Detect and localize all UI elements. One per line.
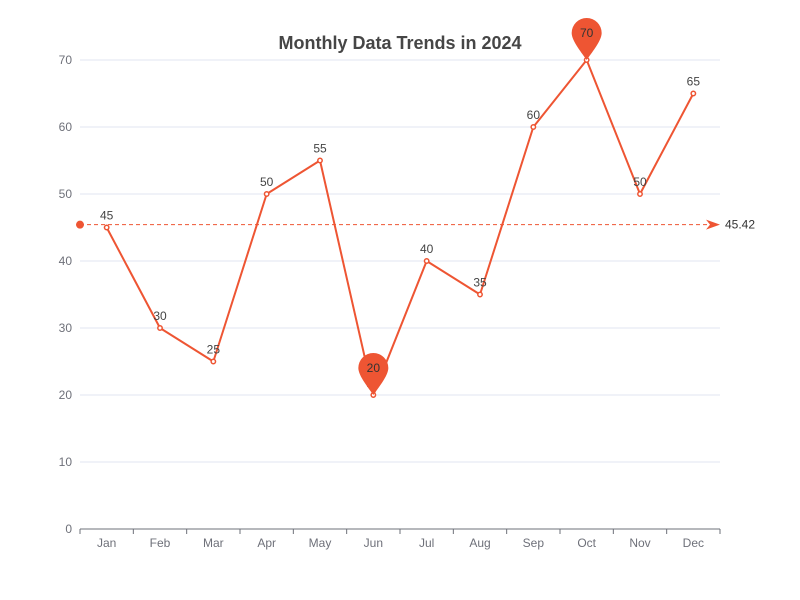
data-label: 30 (153, 309, 167, 323)
data-point (317, 157, 323, 164)
data-label: 60 (527, 108, 541, 122)
data-label: 50 (260, 175, 274, 189)
x-tick-label: Apr (257, 536, 276, 550)
average-line-start-symbol (76, 220, 84, 229)
x-tick-label: Dec (683, 536, 704, 550)
max-mark-point: 70 (571, 18, 602, 60)
x-tick-label: Mar (203, 536, 224, 550)
x-tick-label: Jan (97, 536, 116, 550)
data-point (690, 90, 697, 97)
x-tick-label: Jul (419, 536, 434, 550)
y-tick-label: 20 (59, 388, 73, 402)
data-point (423, 258, 430, 264)
average-line-label: 45.42 (725, 218, 755, 232)
data-point (210, 358, 217, 365)
y-tick-label: 60 (59, 120, 73, 134)
chart-title: Monthly Data Trends in 2024 (278, 33, 521, 53)
data-label: 40 (420, 242, 434, 256)
average-line-group: 45.42 (76, 218, 755, 232)
y-tick-label: 40 (59, 254, 73, 268)
min-mark-point: 20 (358, 353, 389, 395)
x-tick-label: Sep (523, 536, 545, 550)
data-label: 65 (687, 75, 701, 89)
data-label: 55 (313, 142, 327, 156)
y-tick-label: 0 (65, 522, 72, 536)
y-tick-label: 70 (59, 53, 73, 67)
data-label: 45 (100, 209, 114, 223)
min-mark-point-label: 20 (367, 361, 381, 375)
y-tick-label: 30 (59, 321, 73, 335)
average-line-arrow (706, 219, 720, 230)
data-label: 50 (633, 175, 647, 189)
y-tick-label: 10 (59, 455, 73, 469)
x-tick-label: Jun (364, 536, 383, 550)
data-point (157, 325, 163, 331)
y-tick-label: 50 (59, 187, 73, 201)
x-tick-label: Nov (629, 536, 650, 550)
data-label: 35 (473, 276, 487, 290)
data-point (637, 191, 643, 197)
axes: 0 10 20 30 40 50 60 70 Jan Feb Mar Apr May Jun Jul Aug S… (59, 53, 721, 550)
data-point (103, 224, 110, 231)
data-point (263, 191, 270, 197)
map-pin-icon (358, 353, 389, 395)
map-pin-icon (571, 18, 602, 60)
data-label: 25 (207, 343, 221, 357)
x-tick-label: Oct (577, 536, 596, 550)
series-group: 453025505520403560705065 (100, 41, 701, 398)
grid-lines (80, 59, 720, 463)
series-line (105, 59, 695, 396)
x-tick-label: May (309, 536, 332, 550)
x-tick-label: Aug (469, 536, 490, 550)
data-point (477, 291, 483, 298)
mark-points-group: 70 20 (358, 18, 602, 395)
data-point (530, 124, 537, 130)
x-tick-label: Feb (150, 536, 171, 550)
max-mark-point-label: 70 (580, 26, 594, 40)
